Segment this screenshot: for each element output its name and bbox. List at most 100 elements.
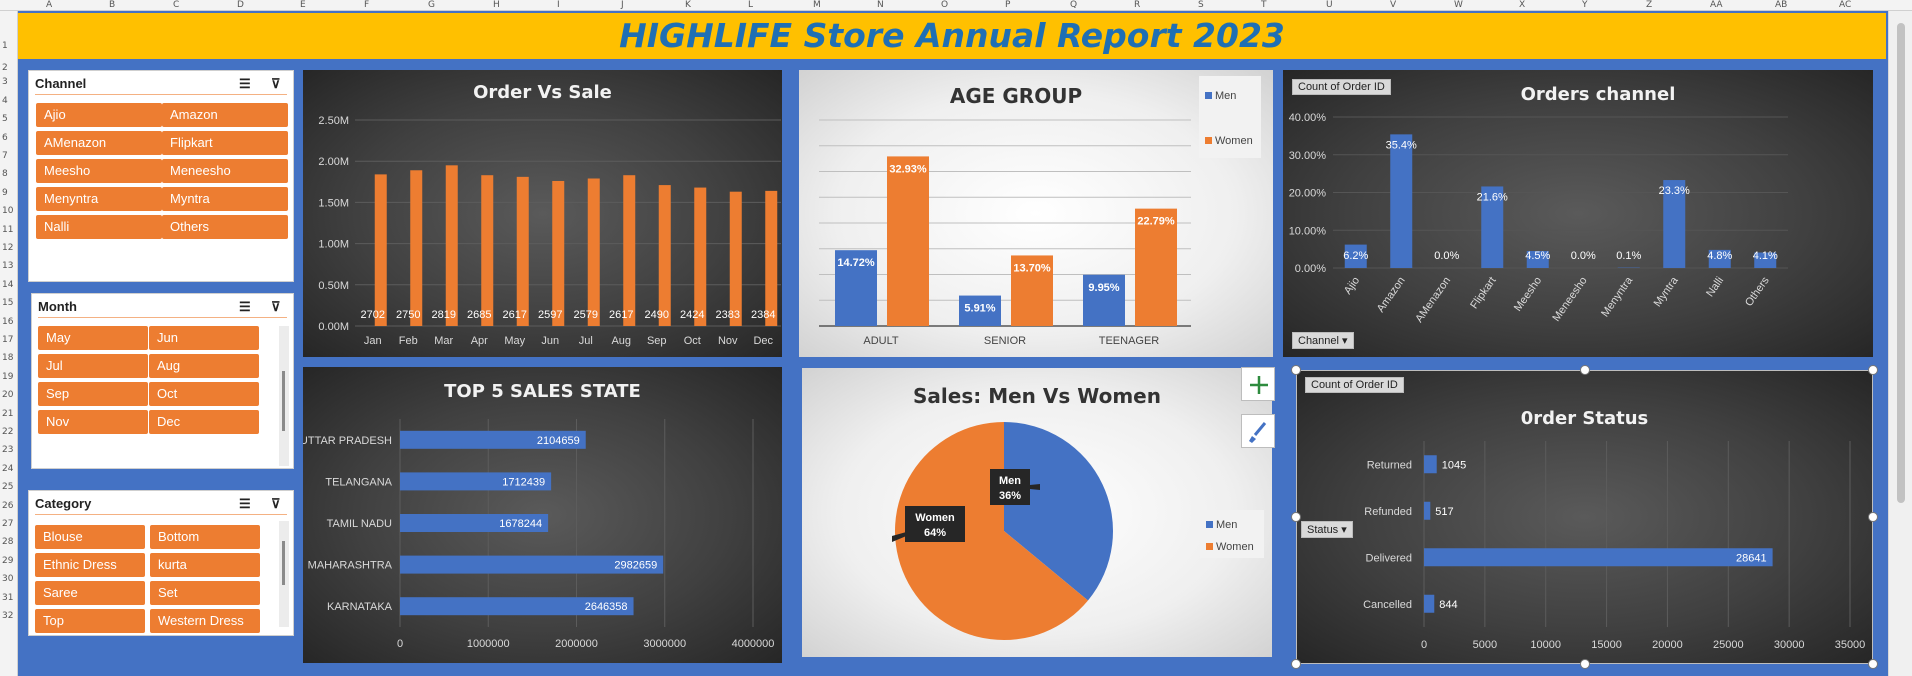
- slicer-item-ethnic-dress[interactable]: Ethnic Dress: [35, 553, 145, 577]
- row-header[interactable]: 20: [2, 390, 14, 401]
- column-header[interactable]: E: [300, 0, 306, 10]
- slicer-item-top[interactable]: Top: [35, 609, 145, 633]
- column-header[interactable]: H: [493, 0, 500, 10]
- column-header[interactable]: F: [364, 0, 370, 10]
- column-header[interactable]: Z: [1646, 0, 1653, 10]
- column-header[interactable]: Q: [1070, 0, 1078, 10]
- channel-axis-field-button[interactable]: Channel ▾: [1292, 332, 1354, 349]
- resize-handle[interactable]: [1291, 512, 1301, 522]
- row-header[interactable]: 27: [2, 519, 14, 529]
- resize-handle[interactable]: [1868, 659, 1878, 669]
- row-header[interactable]: 30: [2, 574, 14, 585]
- orders-channel-chart[interactable]: Orders channel Count of Order ID Channel…: [1283, 70, 1873, 357]
- slicer-item-dec[interactable]: Dec: [149, 410, 259, 434]
- multi-select-icon[interactable]: ☰: [239, 299, 251, 314]
- slicer-scrollbar[interactable]: [279, 521, 289, 627]
- column-header[interactable]: I: [557, 0, 560, 10]
- column-header[interactable]: AC: [1839, 0, 1852, 10]
- column-header[interactable]: W: [1454, 0, 1463, 10]
- slicer-item-nalli[interactable]: Nalli: [36, 215, 162, 239]
- row-header[interactable]: 25: [2, 482, 14, 493]
- sales-men-vs-women-chart[interactable]: Sales: Men Vs Women Men 36% Women 64% Men Wom…: [802, 368, 1272, 657]
- count-of-order-id-field-button[interactable]: Count of Order ID: [1292, 79, 1391, 95]
- resize-handle[interactable]: [1580, 659, 1590, 669]
- age-group-chart[interactable]: AGE GROUP 14.72% 32.93% ADULT 5.91% 13.70% SE…: [799, 70, 1273, 357]
- resize-handle[interactable]: [1868, 365, 1878, 375]
- column-header[interactable]: D: [237, 0, 244, 10]
- chart-elements-button[interactable]: [1241, 367, 1275, 401]
- row-header[interactable]: 8: [2, 169, 8, 180]
- column-header[interactable]: A: [46, 0, 53, 10]
- column-header[interactable]: AA: [1710, 0, 1723, 10]
- slicer-item-jul[interactable]: Jul: [38, 354, 148, 378]
- column-header[interactable]: V: [1390, 0, 1397, 10]
- slicer-item-oct[interactable]: Oct: [149, 382, 259, 406]
- row-header[interactable]: 4: [2, 95, 8, 106]
- row-header[interactable]: 21: [2, 408, 14, 419]
- count-of-order-id-field-button[interactable]: Count of Order ID: [1305, 377, 1404, 393]
- column-header[interactable]: L: [748, 0, 754, 10]
- resize-handle[interactable]: [1291, 659, 1301, 669]
- column-header[interactable]: K: [685, 0, 691, 10]
- month-slicer[interactable]: Month ☰ ⊽ May Jun Jul Aug Sep Oct Nov Dec: [31, 293, 294, 469]
- slicer-item-flipkart[interactable]: Flipkart: [162, 131, 288, 155]
- vertical-scrollbar[interactable]: [1888, 11, 1912, 676]
- slicer-item-myntra[interactable]: Myntra: [162, 187, 288, 211]
- column-header[interactable]: J: [621, 0, 624, 10]
- column-header[interactable]: U: [1326, 0, 1333, 10]
- slicer-item-aug[interactable]: Aug: [149, 354, 259, 378]
- slicer-item-kurta[interactable]: kurta: [150, 553, 260, 577]
- slicer-item-amazon[interactable]: Amazon: [162, 103, 288, 127]
- slicer-item-blouse[interactable]: Blouse: [35, 525, 145, 549]
- row-header[interactable]: 16: [2, 316, 14, 327]
- row-header[interactable]: 15: [2, 298, 14, 309]
- clear-filter-icon[interactable]: ⊽: [271, 76, 281, 91]
- row-header[interactable]: 14: [2, 279, 14, 290]
- row-header[interactable]: 23: [2, 445, 14, 456]
- row-header[interactable]: 26: [2, 500, 14, 511]
- row-header[interactable]: 5: [2, 114, 8, 125]
- column-header[interactable]: N: [877, 0, 884, 10]
- column-header[interactable]: AB: [1775, 0, 1788, 10]
- multi-select-icon[interactable]: ☰: [239, 496, 251, 511]
- row-header[interactable]: 11: [2, 224, 14, 235]
- slicer-item-nov[interactable]: Nov: [38, 410, 148, 434]
- slicer-scrollbar[interactable]: [279, 326, 289, 466]
- column-header[interactable]: M: [813, 0, 821, 10]
- scrollbar-thumb[interactable]: [1897, 23, 1905, 503]
- row-header[interactable]: 22: [2, 427, 14, 437]
- order-status-chart[interactable]: 0rder Status Count of Order ID Status ▾ …: [1296, 370, 1873, 664]
- row-header[interactable]: 2: [2, 63, 8, 73]
- row-header[interactable]: 24: [2, 463, 14, 474]
- slicer-item-others[interactable]: Others: [162, 215, 288, 239]
- column-header[interactable]: G: [428, 0, 435, 10]
- resize-handle[interactable]: [1580, 365, 1590, 375]
- row-header[interactable]: 10: [2, 206, 14, 217]
- slicer-item-saree[interactable]: Saree: [35, 581, 145, 605]
- row-header[interactable]: 18: [2, 353, 14, 364]
- row-header[interactable]: 3: [2, 77, 8, 88]
- clear-filter-icon[interactable]: ⊽: [271, 299, 281, 314]
- column-header[interactable]: X: [1519, 0, 1526, 10]
- row-header[interactable]: 31: [2, 592, 14, 603]
- slicer-item-meneesho[interactable]: Meneesho: [162, 159, 288, 183]
- row-header[interactable]: 17: [2, 335, 14, 345]
- slicer-item-jun[interactable]: Jun: [149, 326, 259, 350]
- row-header[interactable]: 1: [2, 41, 8, 51]
- top-5-sales-state-chart[interactable]: TOP 5 SALES STATE 0 1000000 2000000 3000000…: [303, 367, 782, 663]
- slicer-item-menyntra[interactable]: Menyntra: [36, 187, 162, 211]
- column-header[interactable]: R: [1134, 0, 1141, 10]
- multi-select-icon[interactable]: ☰: [239, 76, 251, 91]
- resize-handle[interactable]: [1291, 365, 1301, 375]
- slicer-item-ajio[interactable]: Ajio: [36, 103, 162, 127]
- slicer-item-amenazon[interactable]: AMenazon: [36, 131, 162, 155]
- row-header[interactable]: 6: [2, 132, 8, 143]
- column-header[interactable]: T: [1261, 0, 1267, 10]
- column-header[interactable]: S: [1198, 0, 1204, 10]
- slicer-item-bottom[interactable]: Bottom: [150, 525, 260, 549]
- chart-styles-button[interactable]: [1241, 414, 1275, 448]
- row-header[interactable]: 19: [2, 371, 14, 382]
- status-axis-field-button[interactable]: Status ▾: [1301, 521, 1353, 538]
- slicer-item-western-dress[interactable]: Western Dress: [150, 609, 260, 633]
- slicer-item-may[interactable]: May: [38, 326, 148, 350]
